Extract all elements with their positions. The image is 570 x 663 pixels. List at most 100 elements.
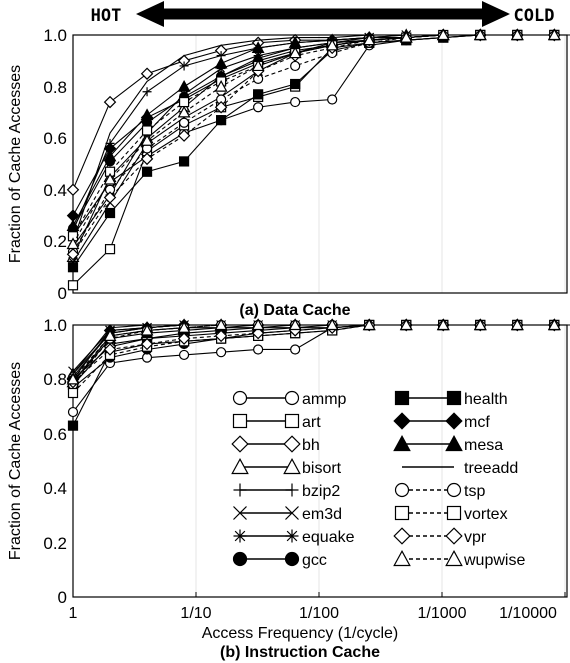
legend-marker [232,413,248,429]
data-cache-data-point [214,100,228,114]
panel-data-cache: 0 0.2 0.4 0.6 0.8 1.0 Fraction of Cache … [7,26,570,319]
instruction-cache-data-point [510,318,524,331]
legend-marker [445,412,463,430]
data-cache-data-point [251,59,265,72]
data-cache-title: (a) Data Cache [239,302,350,319]
legend-label: mcf [464,414,490,431]
data-cache-data-point [178,96,190,108]
data-cache-data-point [66,237,80,250]
data-cache-data-point [327,94,338,105]
data-cache-data-point [178,156,190,167]
instruction-cache-series-wupwise [66,318,570,385]
data-cache-data-point [290,96,301,108]
legend-label: equake [302,529,355,546]
data-cache-series [66,28,570,291]
legend-marker [283,435,301,453]
instruction-cache-data-point [178,349,190,361]
instruction-cache-x-tick: 1/100 [299,605,339,622]
instruction-cache-data-point [253,344,264,355]
data-cache-data-point [140,67,154,80]
instruction-cache-x-tick: 1 [69,605,78,622]
x-axis-label: Access Frequency (1/cycle) [202,625,399,642]
legend-marker [393,434,411,452]
instruction-cache-data-point [216,347,227,358]
data-cache-data-point [179,61,189,71]
data-cache-data-point [290,78,301,90]
legend-marker [394,505,410,521]
instruction-cache-series-line [72,324,570,383]
legend-marker [285,529,299,543]
data-cache-data-point [510,28,524,41]
legend-label: art [302,414,321,431]
legend-marker [285,483,299,497]
instruction-cache-data-point [251,326,265,340]
data-cache-data-point [141,125,153,136]
legend-marker [445,549,463,567]
data-cache-y-tick: 0 [58,284,67,303]
instruction-cache-data-point [436,318,450,331]
data-cache-y-ticks: 0 0.2 0.4 0.6 0.8 1.0 [43,26,67,303]
data-cache-data-point [214,79,228,92]
legend-marker [393,527,411,545]
legend-item-ammp: ammp [232,390,347,408]
data-cache-data-point [67,262,79,273]
hot-label: HOT [91,6,122,26]
instruction-cache-series [66,318,570,431]
instruction-cache-x-tick: 1/1000 [418,605,467,622]
data-cache-data-point [253,51,263,61]
instruction-cache-data-point [399,318,413,331]
data-cache-y-tick: 0.2 [43,232,67,251]
instruction-cache-data-point [67,406,79,418]
instruction-cache-y-tick: 1.0 [43,316,67,335]
instruction-cache-title: (b) Instruction Cache [220,644,380,661]
data-cache-y-axis-label: Fraction of Cache Accesses [7,65,24,263]
legend-marker [446,505,462,521]
legend-marker [446,482,462,498]
data-cache-data-point [103,172,117,185]
legend-marker [393,549,411,567]
data-cache-data-point [140,108,154,121]
data-cache-data-point [251,41,265,54]
instruction-cache-x-tick: 1/10000 [499,605,557,622]
arrow-head-left [136,1,164,27]
legend-label: bh [302,437,320,454]
legend-item-bzip2: bzip2 [233,483,340,500]
instruction-cache-data-point [140,337,154,351]
instruction-cache-series-line [72,324,570,380]
instruction-cache-y-tick: 0.2 [43,534,67,553]
data-cache-data-point [140,152,154,166]
legend-item-vortex: vortex [394,505,508,523]
data-cache-data-point [66,248,80,261]
legend: ammp art bh bisort bzip2 em3d equake gcc health m… [231,390,525,569]
legend-item-tsp: tsp [394,482,485,500]
legend-label: em3d [302,506,342,523]
legend-label: vpr [464,529,487,546]
legend-item-bisort: bisort [231,457,342,477]
legend-marker [285,506,299,520]
legend-item-equake: equake [233,529,355,546]
legend-marker [283,457,301,475]
data-cache-data-point [177,129,191,142]
data-cache-data-point [178,117,190,128]
data-cache-data-point [104,244,116,255]
instruction-cache-x-ticks: 1 1/10 1/100 1/1000 1/10000 [69,605,557,622]
instruction-cache-data-point [67,420,79,431]
data-cache-data-point [140,134,154,146]
legend-marker [232,390,248,406]
data-cache-plot-frame [72,34,568,294]
instruction-cache-data-point [214,329,228,343]
legend-label: ammp [302,391,347,408]
data-cache-data-point [325,38,339,51]
data-cache-y-tick: 0.6 [43,129,67,148]
legend-marker [231,435,249,453]
legend-item-em3d: em3d [233,506,342,523]
legend-marker [233,529,247,543]
instruction-cache-y-tick: 0.6 [43,425,67,444]
instruction-cache-y-axis-label: Fraction of Cache Accesses [7,362,24,560]
legend-label: vortex [464,506,508,523]
legend-label: treeadd [464,460,518,477]
data-cache-data-point [104,207,116,219]
data-cache-data-point [103,149,117,162]
data-cache-series-wupwise [66,28,570,250]
